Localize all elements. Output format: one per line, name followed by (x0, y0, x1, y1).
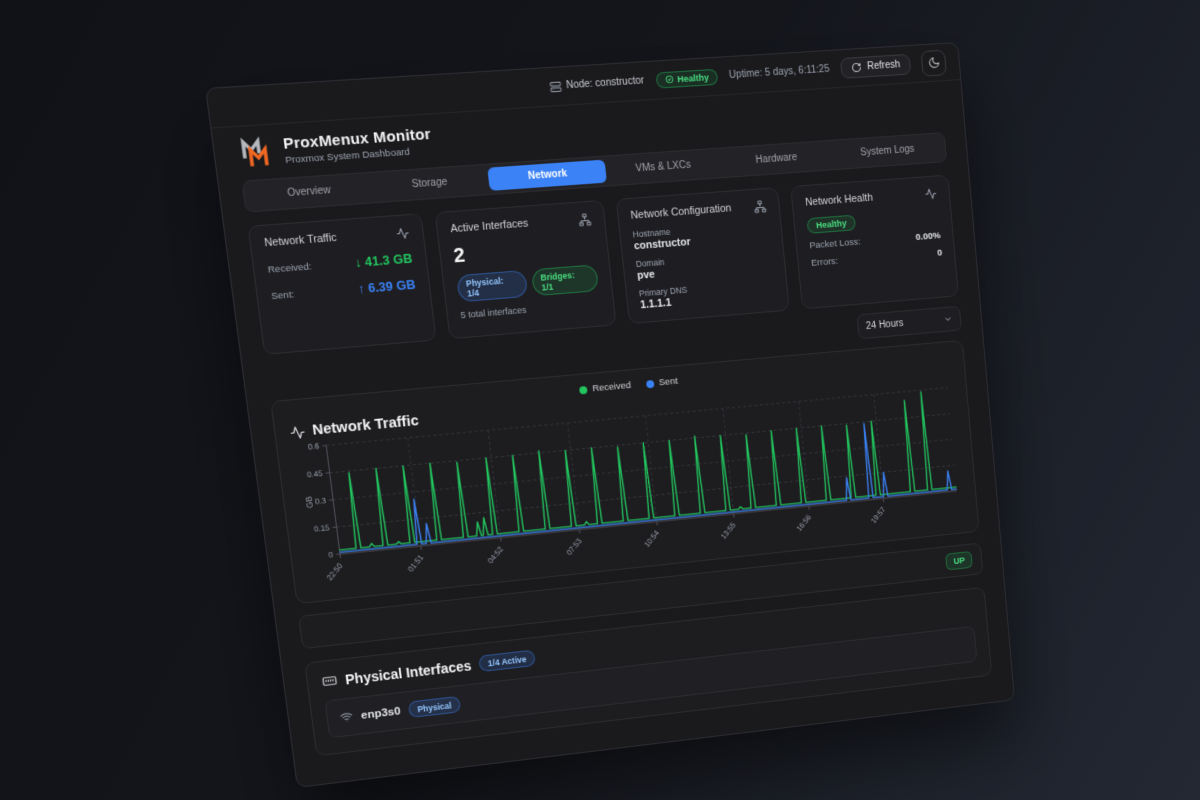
dashboard-window: Node: constructor Healthy Uptime: 5 days… (205, 41, 1016, 788)
received-legend-dot (579, 385, 589, 394)
card-title: Active Interfaces (449, 217, 529, 236)
refresh-button[interactable]: Refresh (839, 53, 912, 79)
traffic-chart-svg: 0 0.15 0.3 0.45 0.6 22:50 01:51 04:52 07:53 10:54… (304, 382, 965, 582)
svg-text:0.3: 0.3 (314, 496, 327, 506)
health-status-badge: Healthy (655, 68, 719, 89)
physical-count-badge: Physical: 1/4 (455, 269, 528, 303)
svg-text:19:57: 19:57 (869, 505, 887, 525)
tab-network[interactable]: Network (487, 159, 607, 191)
tab-overview[interactable]: Overview (246, 176, 371, 208)
svg-text:10:54: 10:54 (642, 528, 661, 548)
wifi-icon (339, 710, 354, 724)
health-badge-label: Healthy (815, 218, 848, 231)
network-health-card: Network Health Healthy Packet Loss: 0.00%… (790, 174, 959, 310)
svg-text:01:51: 01:51 (406, 553, 426, 574)
svg-text:07:53: 07:53 (564, 536, 583, 557)
network-traffic-chart-card: Received Sent Network Traffic 0 0.15 0.3 0.… (270, 339, 980, 605)
svg-text:0.6: 0.6 (307, 441, 320, 451)
legend-label: Sent (658, 375, 679, 389)
interface-name: enp3s0 (360, 705, 402, 722)
refresh-icon (851, 62, 862, 73)
network-tree-icon (753, 200, 767, 214)
legend-item-sent: Sent (645, 375, 679, 389)
server-icon (549, 80, 562, 93)
svg-text:13:55: 13:55 (719, 520, 738, 540)
sent-value: 6.39 GB (367, 277, 417, 296)
svg-text:04:52: 04:52 (486, 544, 506, 565)
tab-hardware[interactable]: Hardware (719, 144, 833, 175)
svg-text:16:56: 16:56 (794, 513, 813, 533)
packet-loss-label: Packet Loss: (808, 236, 862, 252)
uptime-label: Uptime: 5 days, 6:11:25 (728, 63, 831, 82)
up-status-badge: UP (945, 551, 973, 571)
moon-icon (927, 56, 940, 69)
active-interfaces-card: Active Interfaces 2 Physical: 1/4 Bridge… (434, 199, 617, 340)
activity-icon (289, 424, 306, 440)
card-title: Network Traffic (263, 231, 338, 250)
network-traffic-card: Network Traffic Received: ↓ 41.3 GB Sent… (247, 213, 437, 355)
chart-area: 0 0.15 0.3 0.45 0.6 22:50 01:51 04:52 07:53 10:54… (291, 382, 965, 596)
arrow-down-icon: ↓ (354, 255, 363, 271)
network-configuration-card: Network Configuration Hostname constructo… (615, 187, 791, 325)
sent-legend-dot (645, 379, 655, 388)
activity-icon (924, 187, 937, 200)
node-label: Node: constructor (565, 75, 645, 92)
tab-vms-lxcs[interactable]: VMs & LXCs (605, 152, 722, 183)
interface-type-badge: Physical (407, 696, 462, 719)
check-circle-icon (664, 75, 674, 85)
errors-value: 0 (936, 247, 943, 259)
svg-text:0.45: 0.45 (306, 468, 323, 479)
activity-icon (395, 226, 410, 240)
theme-toggle-button[interactable] (920, 49, 947, 77)
card-title: Network Configuration (630, 202, 732, 222)
node-info: Node: constructor (549, 75, 645, 93)
received-label: Received: (267, 260, 313, 276)
refresh-button-label: Refresh (866, 59, 901, 73)
svg-text:0.15: 0.15 (313, 523, 330, 534)
physical-interfaces-title: Physical Interfaces (344, 657, 473, 688)
total-interfaces-note: 5 total interfaces (460, 304, 528, 321)
proxmenux-logo (236, 134, 276, 171)
time-range-select[interactable]: 24 Hours (856, 305, 962, 340)
health-badge-label: Healthy (676, 71, 710, 84)
packet-loss-value: 0.00% (915, 230, 942, 243)
arrow-up-icon: ↑ (357, 281, 366, 297)
network-icon (577, 213, 591, 227)
legend-item-received: Received (579, 380, 631, 395)
received-value: 41.3 GB (364, 251, 414, 270)
tab-system-logs[interactable]: System Logs (831, 136, 943, 166)
active-count-badge: 1/4 Active (478, 649, 537, 673)
network-health-badge: Healthy (806, 214, 856, 234)
active-interfaces-count: 2 (452, 244, 467, 268)
time-range-value: 24 Hours (865, 317, 904, 332)
svg-text:GB: GB (304, 496, 315, 509)
svg-text:0: 0 (328, 550, 334, 560)
sent-label: Sent: (270, 288, 295, 302)
chevron-down-icon (943, 314, 953, 324)
legend-label: Received (591, 380, 632, 395)
bridges-count-badge: Bridges: 1/1 (530, 264, 599, 297)
svg-text:22:50: 22:50 (325, 561, 345, 582)
errors-label: Errors: (810, 255, 839, 269)
tab-storage[interactable]: Storage (368, 168, 490, 200)
ethernet-icon (321, 673, 338, 689)
card-title: Network Health (804, 191, 874, 209)
